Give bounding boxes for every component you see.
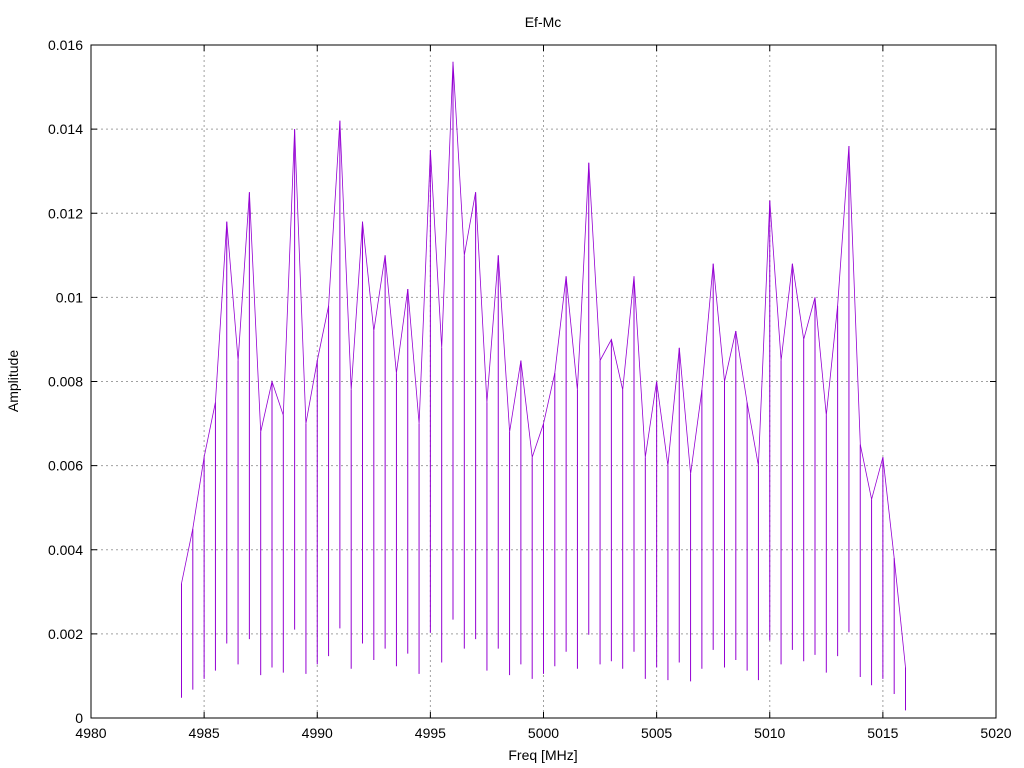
x-tick-label: 5000 xyxy=(528,725,559,741)
series-line xyxy=(181,61,906,711)
y-tick-label: 0.006 xyxy=(48,458,83,474)
y-tick-label: 0.004 xyxy=(48,542,83,558)
chart-title: Ef-Mc xyxy=(525,14,562,30)
y-tick-label: 0.012 xyxy=(48,205,83,221)
x-tick-label: 5010 xyxy=(754,725,785,741)
x-tick-label: 4985 xyxy=(189,725,220,741)
y-tick-label: 0.01 xyxy=(56,289,83,305)
x-tick-label: 4980 xyxy=(75,725,106,741)
axis-ticks: 4980 4985 4990 4995 5000 5005 5010 5015 5020 0 0.0… xyxy=(48,37,1012,741)
y-tick-label: 0.008 xyxy=(48,374,83,390)
y-tick-label: 0 xyxy=(75,710,83,726)
series-group xyxy=(181,61,906,711)
y-axis-label: Amplitude xyxy=(5,350,21,412)
x-tick-label: 5020 xyxy=(980,725,1011,741)
x-tick-label: 5005 xyxy=(641,725,672,741)
x-axis-label: Freq [MHz] xyxy=(508,747,577,763)
y-tick-label: 0.016 xyxy=(48,37,83,53)
y-tick-label: 0.014 xyxy=(48,121,83,137)
y-tick-label: 0.002 xyxy=(48,626,83,642)
x-tick-label: 4990 xyxy=(302,725,333,741)
x-tick-label: 4995 xyxy=(415,725,446,741)
x-tick-label: 5015 xyxy=(867,725,898,741)
